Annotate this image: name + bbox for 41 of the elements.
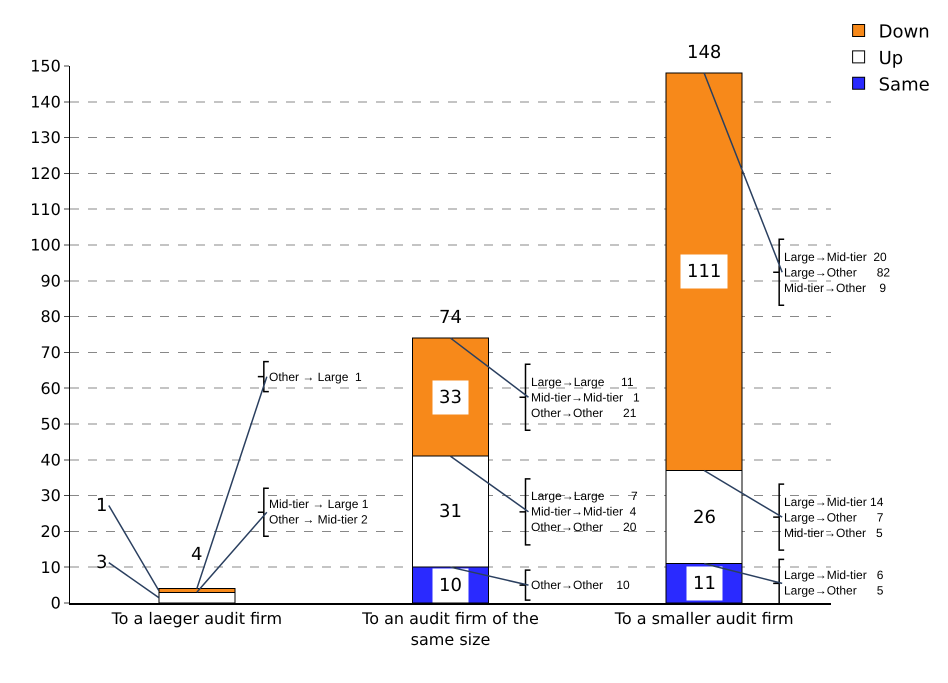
annotation: Other→Other 10 xyxy=(531,578,630,592)
y-tick-label: 70 xyxy=(40,343,61,362)
x-tick-label: To an audit firm of the same size xyxy=(361,609,539,649)
legend-label: Down xyxy=(878,22,930,43)
x-tick-label: To a smaller audit firm xyxy=(614,609,794,628)
data-label: 31 xyxy=(439,501,462,522)
total-label: 74 xyxy=(439,307,462,328)
annotation: Mid-tier → Large 1 Other → Mid-tier 2 xyxy=(269,497,369,527)
y-tick-label: 90 xyxy=(40,271,61,290)
y-tick-label: 60 xyxy=(40,378,61,398)
annotation: Large→Large 7 Mid-tier→Mid-tier 4 Other→Other 20 xyxy=(531,489,638,534)
y-tick-label: 50 xyxy=(40,414,61,434)
legend-label: Same xyxy=(878,74,930,96)
data-label: 33 xyxy=(439,387,462,408)
y-tick-label: 80 xyxy=(40,307,61,326)
y-tick-label: 30 xyxy=(40,486,61,506)
data-label: 11 xyxy=(693,573,716,594)
annotation: Large→Large 11 Mid-tier→Mid-tier 1 Other→Other 21 xyxy=(531,375,640,420)
legend-label: Up xyxy=(878,48,904,69)
total-label: 148 xyxy=(687,42,722,63)
y-tick-label: 130 xyxy=(30,128,61,148)
y-tick-label: 20 xyxy=(40,522,61,541)
annotation: Other → Large 1 xyxy=(269,370,362,384)
annotation: Large→Mid-tier 14 Large→Other 7 Mid-tier→Other 5 xyxy=(784,495,884,540)
data-label: 10 xyxy=(439,575,462,596)
annotation: Large→Mid-tier 6 Large→Other 5 xyxy=(784,568,884,598)
y-tick-label: 120 xyxy=(30,164,61,183)
y-tick-label: 100 xyxy=(30,236,61,255)
y-tick-label: 10 xyxy=(40,558,61,577)
total-label: 4 xyxy=(191,544,202,565)
y-tick-label: 0 xyxy=(50,594,61,613)
y-tick-label: 150 xyxy=(30,56,61,76)
annotation: Large→Mid-tier 20 Large→Other 82 Mid-tier→Other 9 xyxy=(784,250,890,296)
y-tick-label: 40 xyxy=(40,450,61,470)
data-label: 111 xyxy=(687,261,722,282)
x-tick-label: To a laeger audit firm xyxy=(110,609,282,628)
data-label: 1 xyxy=(96,495,108,516)
y-tick-label: 140 xyxy=(30,92,61,112)
data-label: 26 xyxy=(693,507,716,528)
y-tick-label: 110 xyxy=(30,200,61,219)
data-label: 3 xyxy=(96,552,108,573)
